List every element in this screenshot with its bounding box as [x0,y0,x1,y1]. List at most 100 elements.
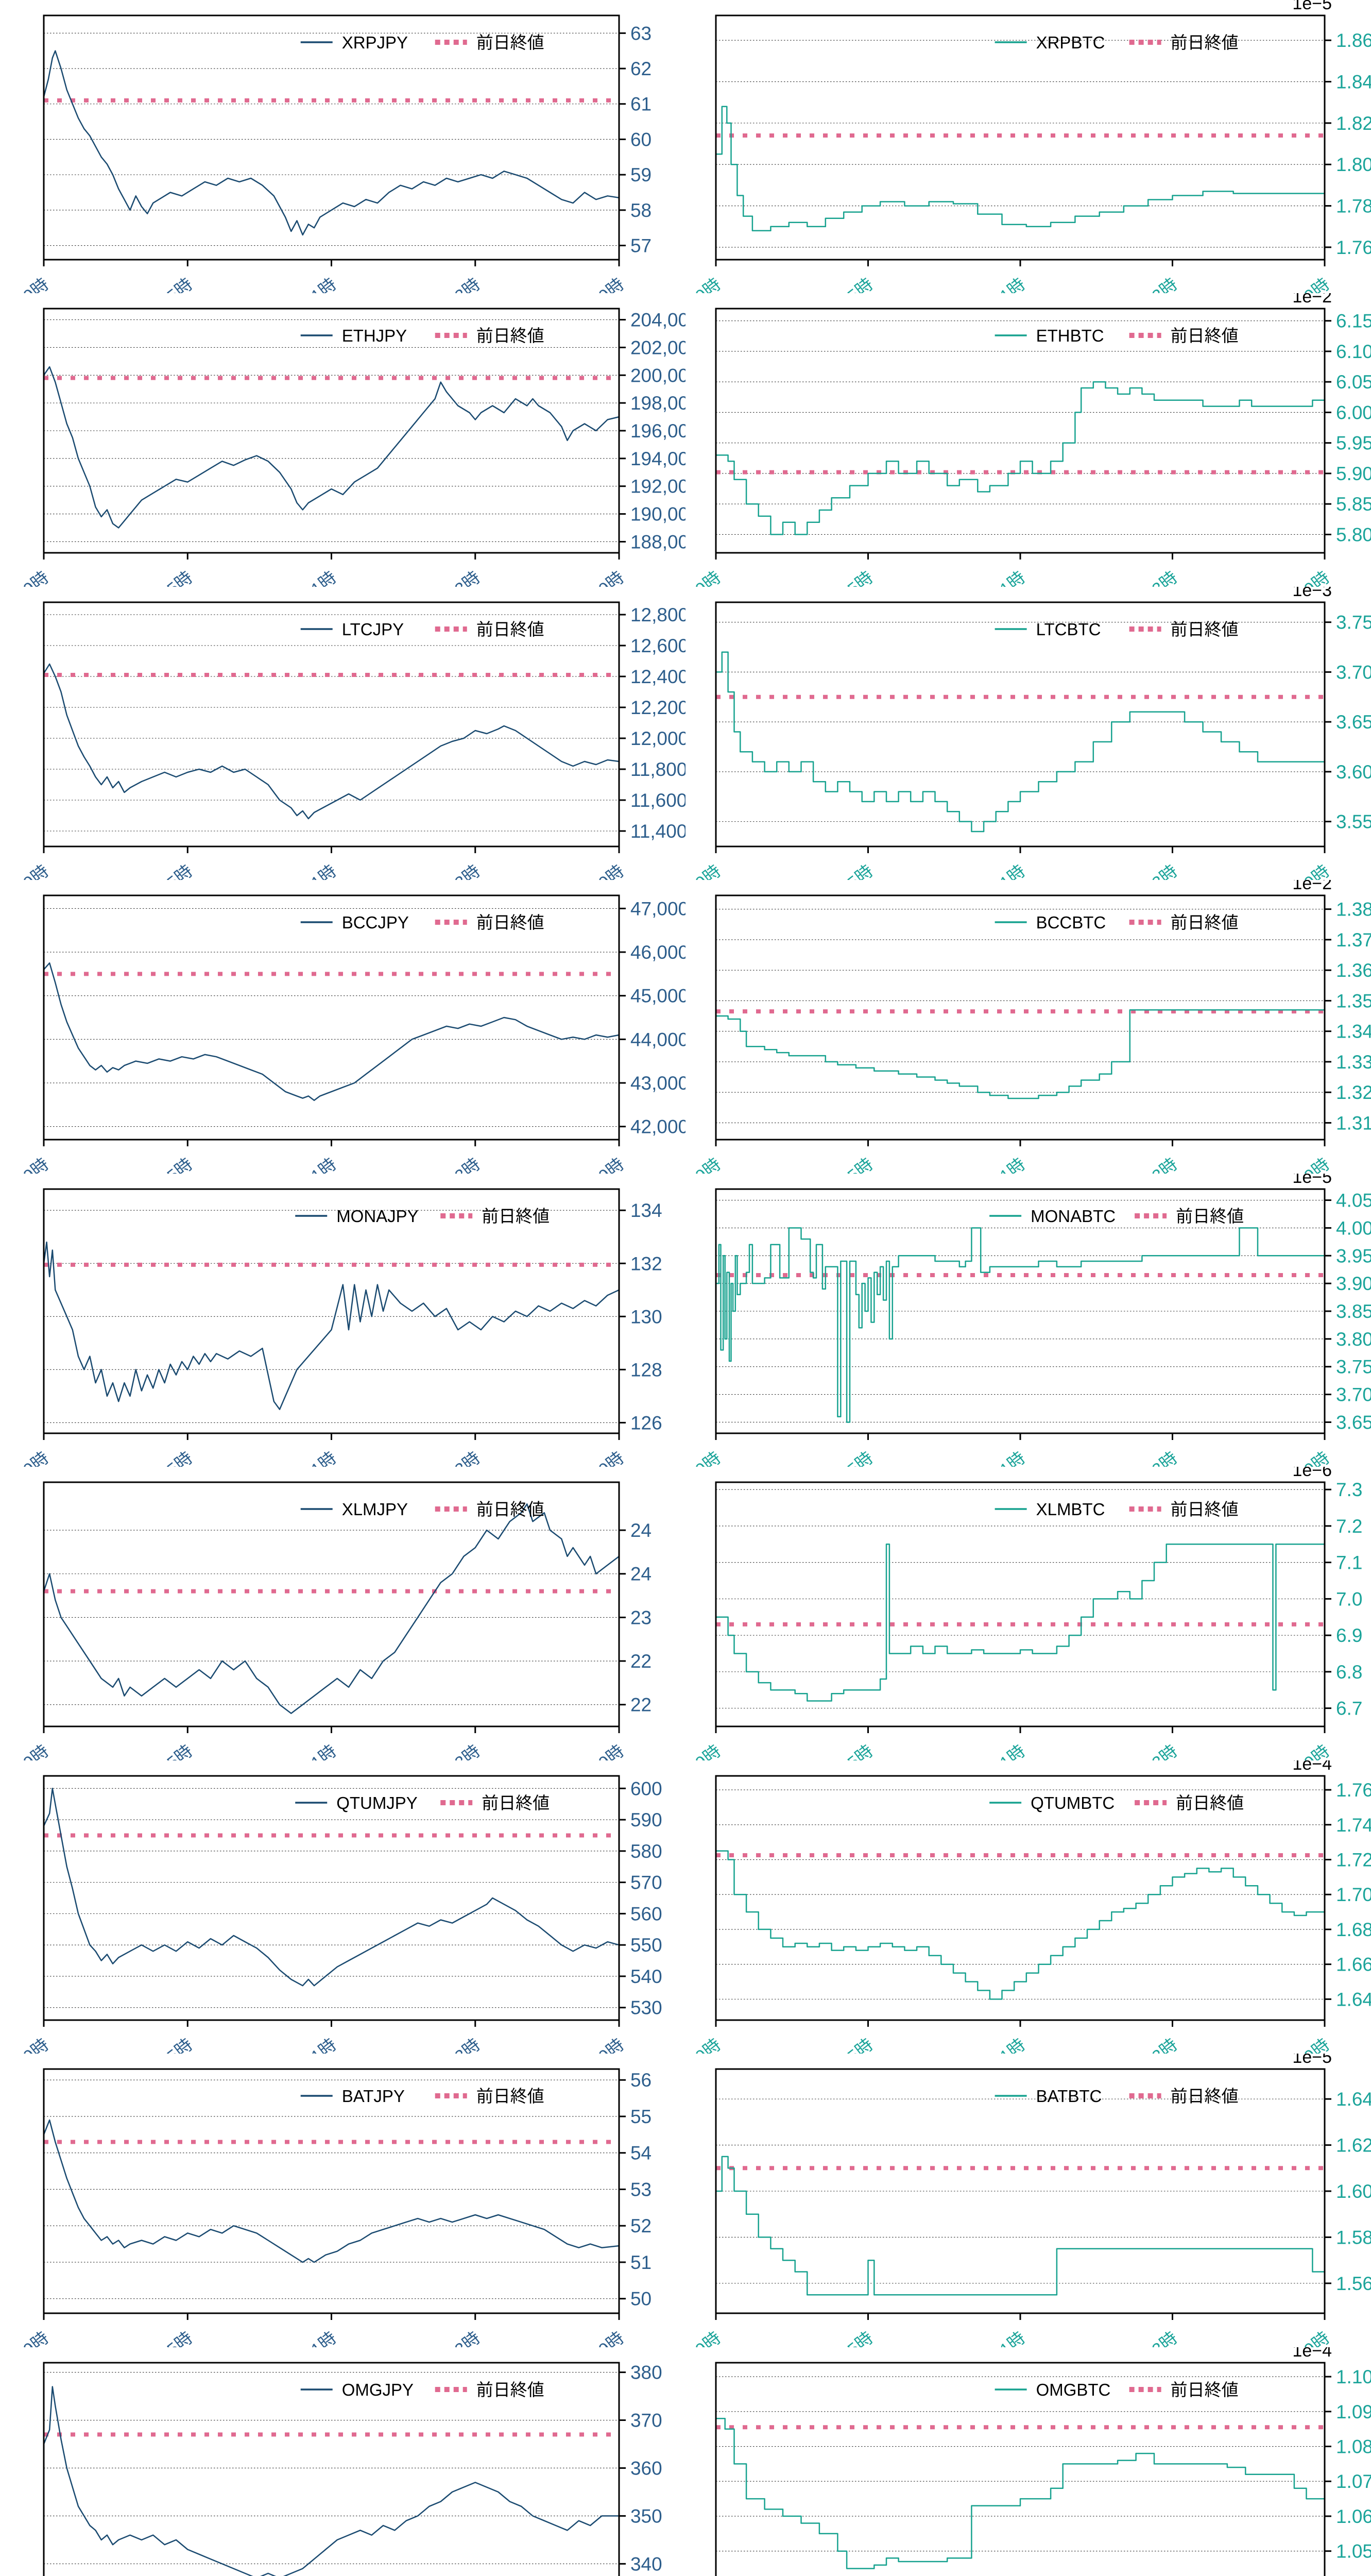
price-line [43,1503,620,1715]
y-tick-label: 3.70 [1336,662,1371,683]
chart-qtumbtc: 1.64 1.66 1.68 1.70 1.72 1.74 1.76 20日09時 20日15時… [686,1760,1371,2054]
x-tick-label: 21日03時 [1112,861,1181,880]
legend-series-label: XLMBTC [1036,1500,1105,1519]
gridlines [716,320,1325,535]
y-tick-label: 63 [630,23,652,44]
x-tick-label: 20日15時 [808,1155,877,1174]
x-tick-label: 20日15時 [808,1448,877,1467]
y-tick-label: 560 [630,1903,662,1924]
y-axis-right: 340 350 360 370 380 [619,2362,662,2574]
x-tick-label: 20日09時 [686,568,724,587]
price-line [716,1544,1325,1702]
legend-prev-close-label: 前日終値 [1171,620,1239,639]
x-tick-label: 20日15時 [808,2328,877,2347]
y-tick-label: 12,800 [630,604,686,625]
y-axis-right: 22 22 23 24 24 [619,1520,652,1716]
y-tick-label: 132 [630,1253,662,1274]
price-line [43,2385,619,2576]
x-tick-label: 20日21時 [271,2035,340,2054]
y-tick-label: 3.80 [1336,1329,1371,1350]
y-tick-label: 3.60 [1336,761,1371,783]
legend-series-label: MONAJPY [336,1207,418,1226]
y-tick-label: 58 [630,200,652,221]
scale-offset-label: 1e−5 [1292,1174,1332,1187]
y-tick-label: 42,000 [630,1116,686,1138]
x-tick-label: 20日21時 [271,1448,340,1467]
price-line [716,1850,1326,2000]
x-axis: 20日09時 20日15時 20日21時 21日03時 21日09時 [686,1726,1333,1760]
chart-omgjpy: 34035036037038020日09時20日15時20日21時21日03時2… [0,2347,686,2576]
y-tick-label: 62 [630,58,652,79]
x-axis: 20日09時 20日15時 20日21時 21日03時 21日09時 [0,259,627,293]
plot-border [715,1481,1326,1727]
chart-qtumjpy: 530 540 550 560 570 580 590 600 20日09時 20日15時 20日2… [0,1760,686,2054]
y-tick-label: 59 [630,164,652,185]
legend-prev-close-label: 前日終値 [476,326,544,345]
gridlines [716,622,1325,822]
y-tick-label: 128 [630,1359,662,1380]
legend: BATJPY 前日終値 [300,2087,544,2106]
x-tick-label: 21日03時 [415,2035,484,2054]
legend-prev-close-label: 前日終値 [1171,913,1239,932]
x-tick-label: 21日03時 [1112,2035,1181,2054]
legend-prev-close-label: 前日終値 [1176,1793,1244,1812]
x-tick-label: 21日09時 [1265,1448,1333,1467]
x-tick-label: 21日09時 [1265,1155,1333,1174]
x-tick-label: 20日21時 [961,2035,1029,2054]
x-axis: 20日09時 20日15時 20日21時 21日03時 21日09時 [0,1726,627,1760]
legend: BATBTC 前日終値 [995,2087,1239,2106]
y-tick-label: 60 [630,129,652,150]
legend-series-label: BATJPY [342,2087,405,2106]
x-tick-label: 21日03時 [1112,1155,1181,1174]
legend-prev-close-label: 前日終値 [476,1500,544,1519]
legend-series-label: BCCBTC [1036,913,1106,932]
x-tick-label: 20日21時 [271,2328,340,2347]
x-tick-label: 21日03時 [415,861,484,880]
y-tick-label: 57 [630,235,652,257]
legend-series-label: MONABTC [1031,1207,1116,1226]
y-tick-label: 1.38 [1336,899,1371,920]
legend: BCCBTC 前日終値 [995,913,1239,932]
x-tick-label: 20日15時 [808,274,877,293]
y-tick-label: 370 [630,2410,662,2431]
y-tick-label: 7.3 [1336,1479,1362,1500]
legend-prev-close-label: 前日終値 [1171,2087,1239,2106]
y-axis-right: 1.64 1.66 1.68 1.70 1.72 1.74 1.76 [1324,1780,1371,2010]
x-tick-label: 20日15時 [128,2035,196,2054]
y-tick-label: 570 [630,1872,662,1893]
legend-prev-close-label: 前日終値 [1176,1207,1244,1226]
y-tick-label: 1.10 [1336,2366,1371,2387]
x-tick-label: 21日09時 [559,2035,628,2054]
y-tick-label: 1.76 [1336,1780,1371,1801]
y-tick-label: 5.80 [1336,524,1371,546]
x-tick-label: 20日21時 [271,1741,340,1760]
x-tick-label: 20日15時 [128,1155,196,1174]
plot-border [715,308,1326,554]
y-tick-label: 1.70 [1336,1884,1371,1905]
y-tick-label: 1.58 [1336,2227,1371,2248]
y-tick-label: 200,000 [630,365,686,386]
price-line [43,1787,620,1987]
y-tick-label: 190,000 [630,504,686,525]
y-tick-label: 61 [630,94,652,115]
y-tick-label: 1.64 [1336,1989,1371,2010]
y-tick-label: 6.9 [1336,1625,1362,1646]
y-tick-label: 11,400 [630,821,686,842]
y-tick-label: 530 [630,1997,662,2018]
y-tick-label: 23 [630,1607,652,1629]
legend: MONABTC 前日終値 [989,1207,1244,1226]
chart-batjpy: 50 51 52 53 54 55 56 20日09時 20日15時 20日21時 21日03時 21… [0,2054,686,2347]
legend-prev-close-label: 前日終値 [1171,326,1239,345]
gridlines [44,2371,619,2564]
x-tick-label: 20日21時 [961,274,1029,293]
x-axis: 20日09時 20日15時 20日21時 21日03時 21日09時 [0,846,627,880]
y-tick-label: 4.05 [1336,1190,1371,1211]
y-tick-label: 196,000 [630,420,686,442]
x-tick-label: 20日15時 [808,2035,877,2054]
y-tick-label: 1.37 [1336,929,1371,951]
x-axis: 20日09時 20日15時 20日21時 21日03時 21日09時 [0,1140,627,1174]
chart-omgbtc: 1.041.051.061.071.081.091.1020日09時20日15時… [686,2347,1371,2576]
legend-series-label: LTCJPY [342,620,404,639]
x-tick-label: 21日03時 [415,274,484,293]
x-axis: 20日09時 20日15時 20日21時 21日03時 21日09時 [0,1433,627,1467]
